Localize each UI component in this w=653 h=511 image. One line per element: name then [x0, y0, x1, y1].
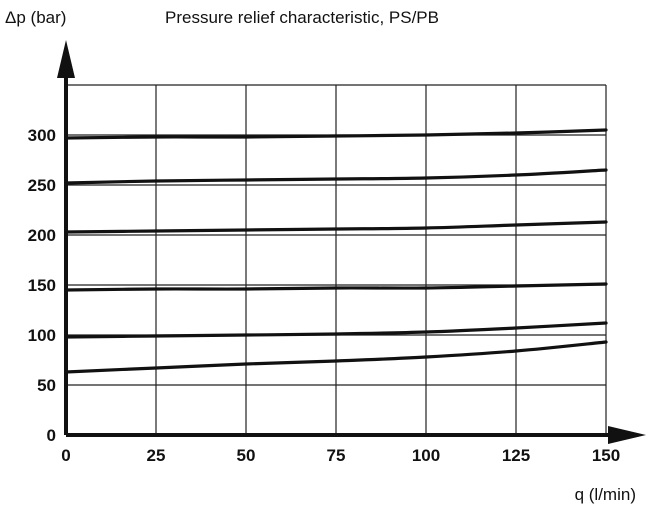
series-lines [64, 128, 608, 374]
x-tick-label: 150 [592, 446, 620, 465]
y-tick-label: 50 [37, 376, 56, 395]
series-line-4 [64, 220, 608, 234]
series-line-2 [64, 321, 608, 339]
x-tick-label: 25 [147, 446, 166, 465]
y-axis-arrow [57, 40, 75, 78]
x-tick-label: 0 [61, 446, 70, 465]
y-tick-label: 200 [28, 226, 56, 245]
y-axis-label: Δp (bar) [5, 8, 66, 27]
chart-title: Pressure relief characteristic, PS/PB [165, 8, 439, 27]
x-tick-label: 125 [502, 446, 530, 465]
y-tick-label: 150 [28, 276, 56, 295]
x-axis-arrow [608, 426, 646, 444]
axes [57, 40, 646, 444]
x-tick-label: 50 [237, 446, 256, 465]
series-line-1 [64, 340, 608, 374]
y-tick-label: 250 [28, 176, 56, 195]
x-axis-label: q (l/min) [575, 485, 636, 504]
x-tick-label: 100 [412, 446, 440, 465]
series-line-5 [64, 168, 608, 185]
y-tick-label: 100 [28, 326, 56, 345]
y-tick-label: 300 [28, 126, 56, 145]
y-tick-label: 0 [47, 426, 56, 445]
tick-labels: 0 50 100 150 200 250 300 0 25 50 75 100 125 150 [28, 126, 621, 465]
x-tick-label: 75 [327, 446, 346, 465]
series-line-6 [64, 128, 608, 140]
series-line-3 [64, 282, 608, 292]
